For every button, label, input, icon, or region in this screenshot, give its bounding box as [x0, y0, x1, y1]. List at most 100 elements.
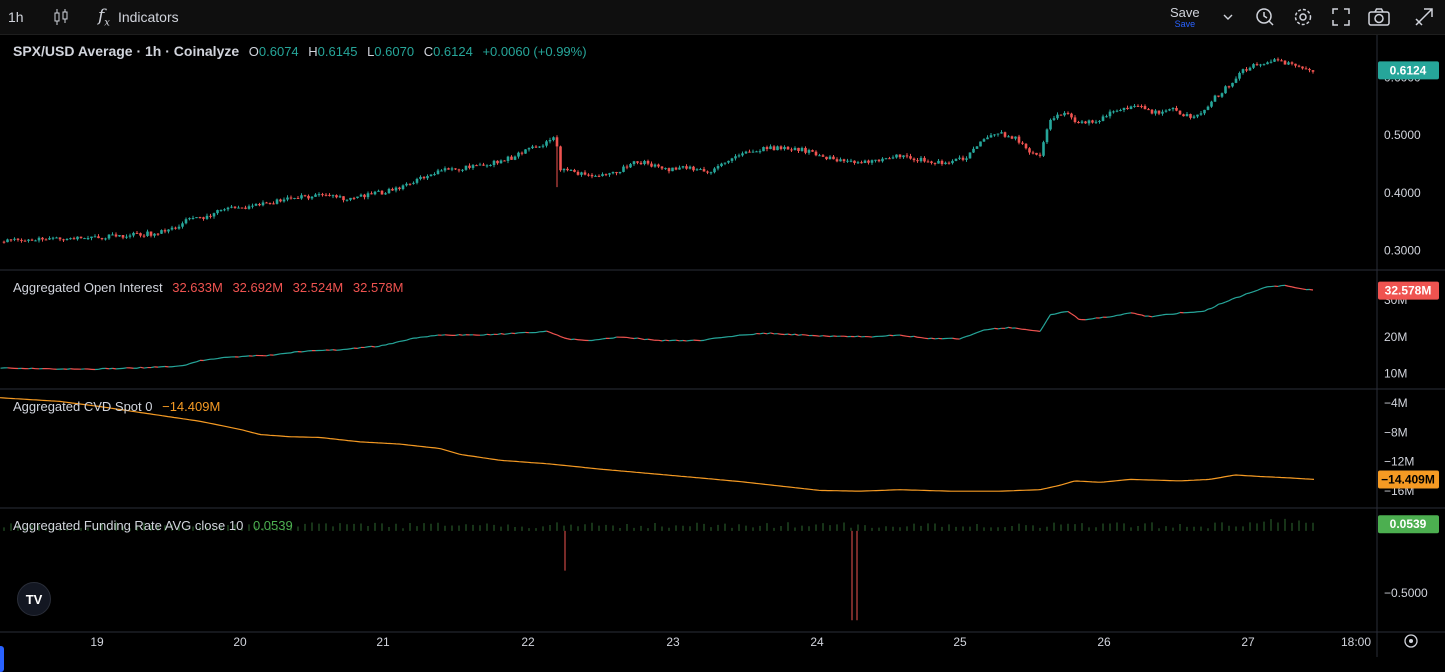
alert-button[interactable]: [1255, 0, 1275, 34]
change-value: +0.0060 (+0.99%): [482, 44, 586, 59]
interval-button[interactable]: 1h: [8, 0, 24, 34]
oi-segment: [253, 355, 257, 356]
oi-segment: [515, 333, 519, 334]
oi-segment: [991, 328, 995, 329]
candle-body: [818, 155, 821, 156]
candle-body: [1172, 108, 1175, 109]
oi-segment: [921, 338, 925, 339]
oi-segment: [648, 339, 652, 340]
candle-body: [857, 162, 860, 163]
y-tick-label: 0.4000: [1384, 186, 1421, 200]
oi-segment: [267, 355, 271, 356]
candle-body: [192, 218, 195, 219]
oi-segment: [1212, 307, 1216, 309]
candle-body: [1021, 143, 1024, 144]
oi-segment: [403, 340, 407, 341]
candle-body: [325, 195, 328, 196]
candle-body: [1025, 144, 1028, 148]
oi-segment: [914, 336, 918, 337]
left-panel-tab[interactable]: [0, 646, 4, 672]
candle-body: [531, 147, 534, 149]
candle-body: [433, 174, 436, 175]
candle-body: [258, 204, 261, 205]
candle-body: [188, 218, 191, 219]
candle-body: [1249, 68, 1252, 71]
price-badge-label-cvd: −14.409M: [1381, 472, 1435, 486]
candle-body: [66, 239, 69, 240]
price-badge-label-oi: 32.578M: [1385, 284, 1432, 298]
candle-body: [17, 239, 20, 240]
candle-body: [1147, 109, 1150, 110]
candle-body: [881, 159, 884, 162]
candle-body: [836, 159, 839, 161]
candle-body: [979, 142, 982, 147]
candle-body: [724, 163, 727, 164]
candle-body: [244, 208, 247, 209]
candle-body: [1270, 62, 1273, 63]
oi-segment: [1254, 290, 1258, 291]
oi-segment: [1250, 292, 1254, 293]
candle-body: [178, 227, 181, 229]
candle-body: [1154, 111, 1157, 114]
candle-body: [850, 161, 853, 162]
candle-body: [314, 195, 317, 197]
candle-body: [594, 176, 597, 177]
candle-body: [34, 240, 37, 241]
indicators-button[interactable]: fx Indicators: [98, 0, 179, 34]
candle-body: [1231, 83, 1234, 87]
candle-body: [101, 238, 104, 239]
oi-segment: [638, 338, 642, 339]
candle-body: [1280, 60, 1283, 61]
settings-button[interactable]: [1293, 0, 1313, 34]
candle-body: [500, 161, 503, 164]
oi-segment: [498, 334, 502, 335]
chart-area[interactable]: 0.30000.40000.50000.600010M20M30M−4M−8M−…: [0, 35, 1445, 657]
candle-body: [1063, 113, 1066, 115]
candle-body: [454, 168, 457, 169]
candle-body: [1133, 106, 1136, 107]
candle-body: [1126, 108, 1129, 109]
candle-body: [1284, 61, 1287, 65]
candle-body: [986, 137, 989, 139]
oi-segment: [491, 334, 495, 335]
oi-segment: [564, 338, 568, 339]
candle-body: [1056, 115, 1059, 119]
candle-body: [997, 134, 1000, 135]
candle-body: [584, 172, 587, 174]
candle-body: [129, 236, 132, 237]
candle-body: [909, 156, 912, 158]
candle-body: [381, 191, 384, 195]
candle-body: [692, 167, 695, 171]
funding-bars-group: [4, 519, 1313, 620]
oi-segment: [340, 349, 344, 350]
candle-body: [766, 147, 769, 149]
candle-body: [31, 240, 34, 241]
candle-body: [1004, 132, 1007, 137]
y-tick-label: 20M: [1384, 330, 1407, 344]
tradingview-logo[interactable]: TV: [17, 582, 51, 616]
oi-segment: [753, 334, 757, 335]
fullscreen-button[interactable]: [1332, 0, 1350, 34]
oi-segment: [557, 335, 561, 337]
oi-segment: [550, 332, 554, 334]
oi-segment: [662, 340, 666, 341]
chart-type-button[interactable]: [52, 0, 70, 34]
oi-segment: [214, 359, 218, 360]
oi-segment: [1299, 288, 1303, 289]
publish-button[interactable]: [1414, 0, 1434, 34]
candle-body: [27, 240, 30, 241]
snapshot-button[interactable]: [1368, 0, 1390, 34]
candle-body: [10, 239, 13, 240]
save-button[interactable]: Save Save: [1170, 0, 1200, 34]
candle-body: [174, 228, 177, 229]
oi-segment: [274, 355, 278, 356]
candle-body: [1042, 142, 1045, 156]
oi-segment: [1257, 289, 1261, 291]
oi-segment: [778, 334, 782, 335]
save-menu-button[interactable]: [1222, 0, 1234, 34]
chart-canvas[interactable]: 0.30000.40000.50000.600010M20M30M−4M−8M−…: [0, 35, 1445, 657]
candle-body: [843, 159, 846, 161]
low-value: 0.6070: [374, 44, 414, 59]
oi-segment: [1205, 309, 1209, 311]
oi-segment: [988, 329, 992, 330]
